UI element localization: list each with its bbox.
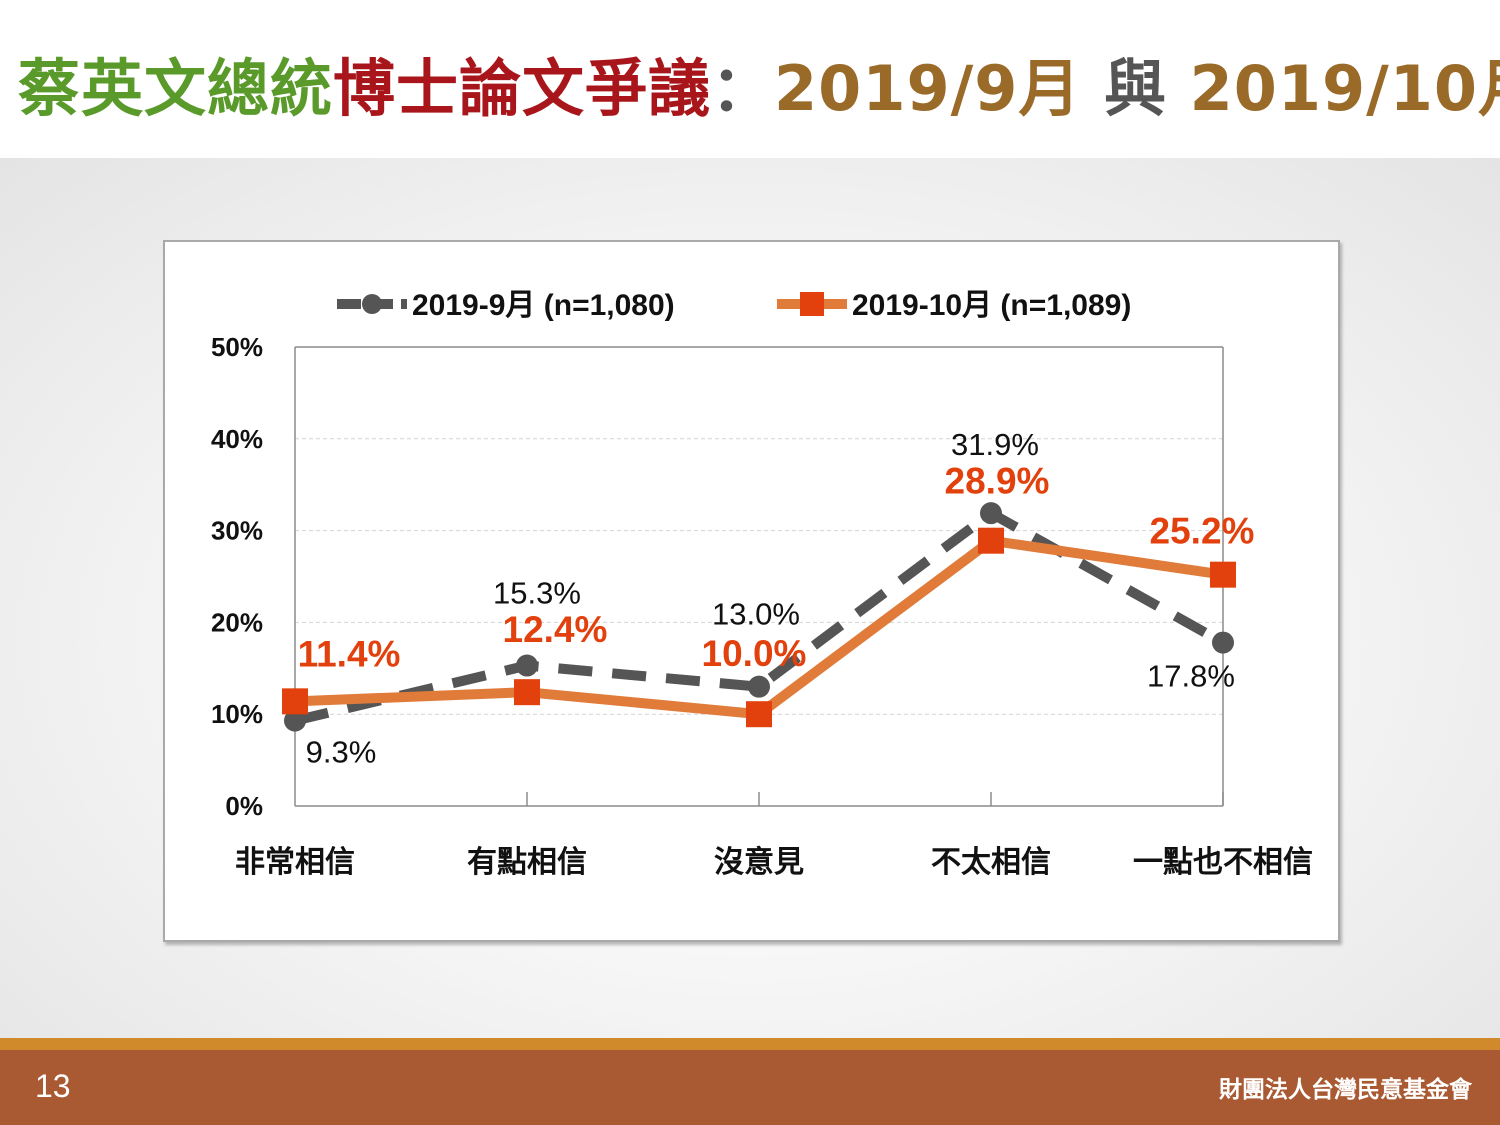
line-chart: 0% 10% 20% 30% 40% 50% 非常相信 有點相信 沒意見 不太相信 一點也不相信 9.… (211, 289, 1313, 880)
legend-marker-oct (800, 292, 824, 316)
data-label-sep: 17.8% (1147, 659, 1235, 694)
data-label-oct: 12.4% (503, 609, 608, 650)
data-point-sep (284, 709, 306, 732)
category-label: 沒意見 (714, 845, 804, 880)
data-label-sep: 15.3% (493, 576, 581, 611)
data-label-oct: 10.0% (702, 633, 807, 674)
page-number: 13 (35, 1068, 71, 1104)
category-label: 有點相信 (467, 845, 587, 880)
data-label-sep: 9.3% (306, 735, 377, 770)
title-part-president: 蔡英文總統 (18, 52, 334, 125)
legend-label-oct: 2019-10月 (n=1,089) (852, 289, 1131, 322)
data-label-sep: 13.0% (712, 597, 800, 632)
chart-frame: 0% 10% 20% 30% 40% 50% 非常相信 有點相信 沒意見 不太相信 一點也不相信 9.… (163, 240, 1340, 942)
data-point-sep (748, 675, 770, 698)
footer-stripe (0, 1038, 1500, 1050)
y-tick-label: 20% (211, 607, 263, 637)
footer-bar: 13 財團法人台灣民意基金會 (0, 1050, 1500, 1125)
title-bar: 蔡英文總統博士論文爭議：2019/9月 與 2019/10月 (0, 0, 1500, 158)
category-label: 不太相信 (931, 845, 1051, 880)
data-point-oct (746, 701, 772, 728)
data-point-sep (980, 502, 1002, 525)
data-point-sep (516, 654, 538, 677)
legend-label-sep: 2019-9月 (n=1,080) (412, 289, 675, 322)
category-label: 非常相信 (235, 845, 355, 880)
y-tick-label: 10% (211, 699, 263, 729)
data-label-sep: 31.9% (951, 427, 1039, 462)
data-point-oct (282, 688, 308, 715)
data-point-oct (514, 679, 540, 706)
data-point-oct (978, 527, 1004, 554)
organization-name: 財團法人台灣民意基金會 (1219, 1077, 1472, 1103)
slide-title: 蔡英文總統博士論文爭議：2019/9月 與 2019/10月 (18, 44, 1500, 134)
y-tick-label: 40% (211, 424, 263, 454)
title-part-colon: ： (711, 52, 775, 125)
data-label-oct: 28.9% (945, 461, 1050, 502)
legend-marker-sep (362, 294, 382, 314)
data-point-sep (1212, 631, 1234, 654)
title-part-date-sep: 2019/9月 (774, 52, 1082, 125)
title-part-and: 與 (1081, 52, 1190, 125)
y-tick-label: 30% (211, 516, 263, 546)
y-tick-label: 50% (211, 332, 263, 362)
y-tick-label: 0% (225, 791, 263, 821)
category-label: 一點也不相信 (1133, 845, 1313, 880)
title-part-controversy: 博士論文爭議 (333, 52, 712, 125)
data-point-oct (1210, 561, 1236, 588)
data-label-oct: 25.2% (1150, 511, 1255, 552)
data-label-oct: 11.4% (298, 633, 401, 674)
title-part-date-oct: 2019/10月 (1189, 52, 1500, 125)
